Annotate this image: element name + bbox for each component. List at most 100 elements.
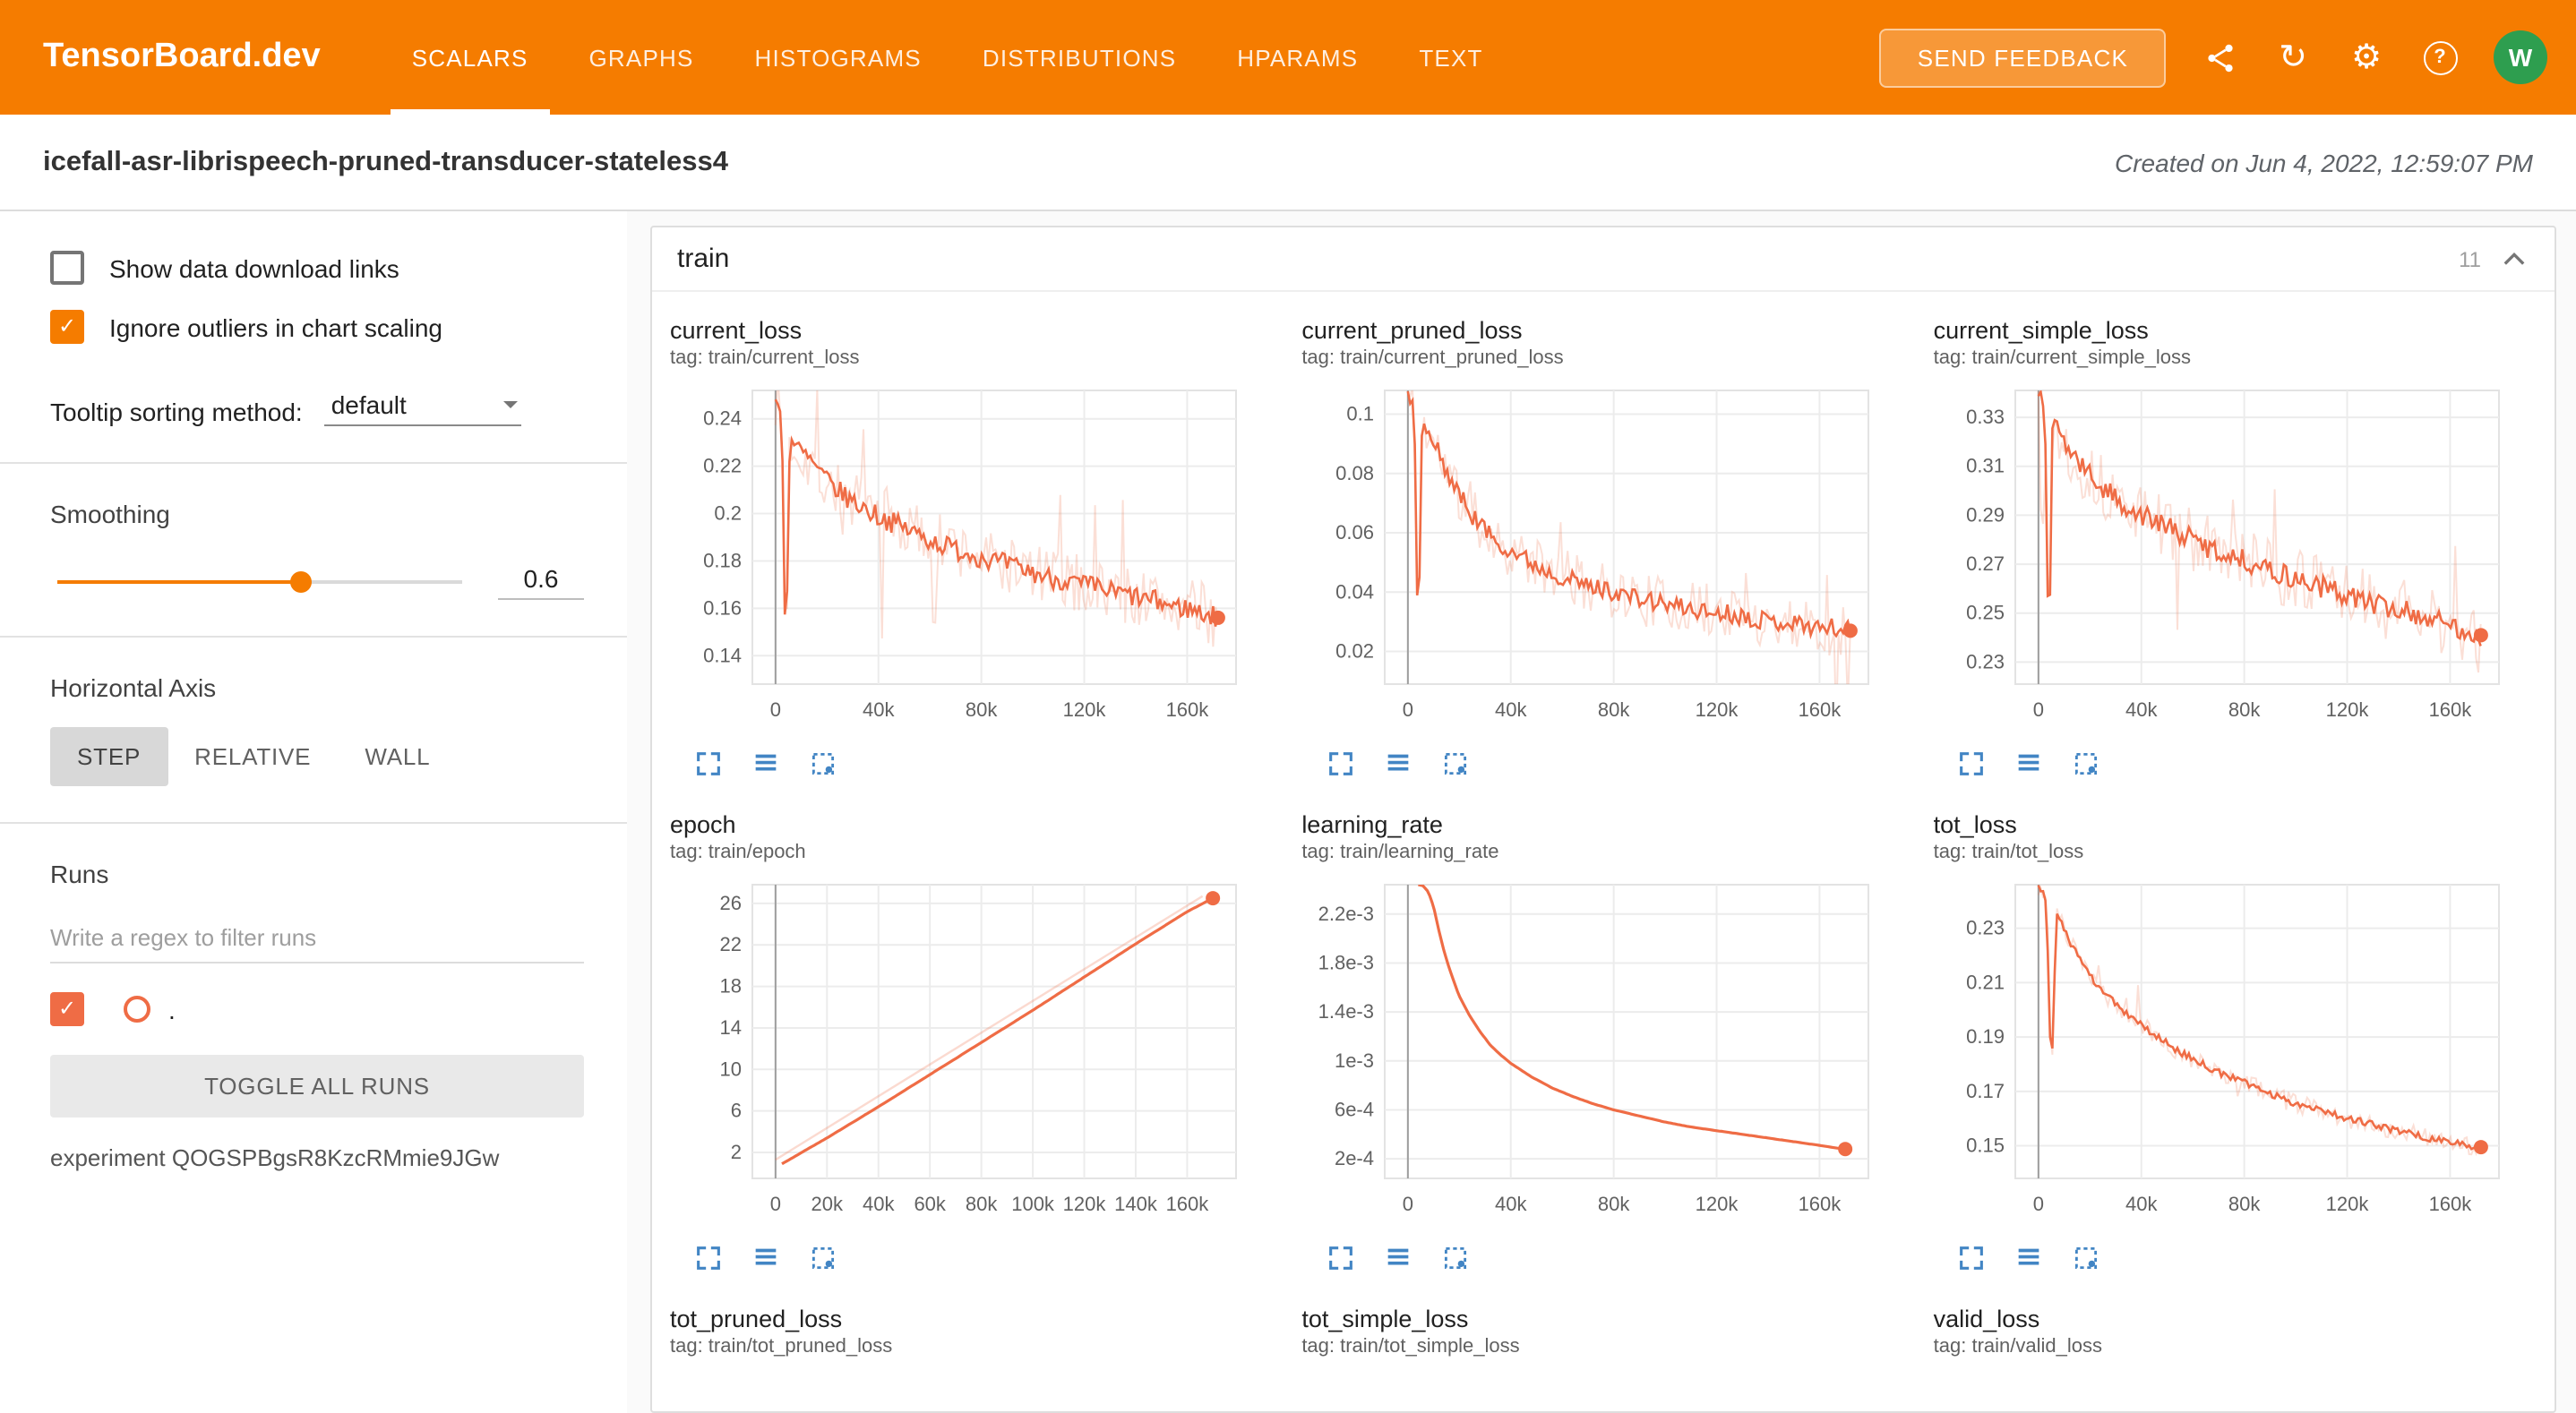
user-avatar[interactable]: W (2494, 30, 2547, 84)
chart-card: learning_rate tag: train/learning_rate 2e-… (1301, 811, 1908, 1280)
svg-text:0.25: 0.25 (1967, 602, 2005, 624)
ignore-outliers-checkbox-row[interactable]: ✓ Ignore outliers in chart scaling (50, 310, 584, 344)
train-card-header[interactable]: train 11 (652, 227, 2555, 292)
experiment-header: icefall-asr-librispeech-pruned-transduce… (0, 115, 2576, 211)
svg-text:40k: 40k (1494, 1193, 1526, 1215)
chart-tag: tag: train/valid_loss (1933, 1336, 2102, 1357)
chart-title: epoch (670, 811, 736, 838)
svg-text:0.23: 0.23 (1967, 917, 2005, 939)
svg-text:1e-3: 1e-3 (1334, 1049, 1373, 1072)
fit-domain-icon[interactable] (2072, 749, 2102, 779)
smoothing-slider[interactable] (57, 571, 462, 593)
smoothing-slider-row: 0.6 (50, 564, 584, 600)
chart-card: current_loss tag: train/current_loss 0.14 0… (670, 317, 1276, 786)
svg-text:0.21: 0.21 (1967, 971, 2005, 993)
chart-toolbar (1934, 740, 2540, 786)
tab-scalars[interactable]: SCALARS (382, 0, 559, 115)
tab-graphs[interactable]: GRAPHS (588, 44, 694, 71)
expand-chart-icon[interactable] (1957, 749, 1988, 779)
smoothing-slider-thumb[interactable] (289, 571, 312, 593)
line-chart-plot[interactable]: 0.14 0.16 0.18 0.2 0.22 0.24 0 40k 80k 120k 160k (670, 376, 1276, 740)
data-table-icon[interactable] (2014, 1243, 2045, 1273)
line-chart-plot[interactable]: 0.15 0.17 0.19 0.21 0.23 0 40k 80k 120k 160k (1934, 870, 2540, 1234)
line-chart-plot[interactable]: 0.23 0.25 0.27 0.29 0.31 0.33 0 40k 80k 120k 160k (1934, 376, 2540, 740)
chart-card: valid_loss tag: train/valid_loss (1934, 1306, 2540, 1365)
svg-text:0.08: 0.08 (1335, 462, 1373, 484)
axis-wall-button[interactable]: WALL (365, 743, 431, 770)
chart-title: tot_loss (1933, 811, 2017, 838)
run-row[interactable]: ✓ . (50, 992, 584, 1026)
refresh-icon[interactable]: ↻ (2279, 37, 2307, 76)
tab-histograms[interactable]: HISTOGRAMS (754, 44, 922, 71)
fit-domain-icon[interactable] (808, 1243, 838, 1273)
data-table-icon[interactable] (751, 749, 781, 779)
svg-text:160k: 160k (1166, 698, 1210, 721)
svg-text:120k: 120k (1695, 698, 1739, 721)
run-color-swatch-icon (124, 996, 150, 1023)
fit-domain-icon[interactable] (1439, 1243, 1470, 1273)
data-table-icon[interactable] (2014, 749, 2045, 779)
chart-card: epoch tag: train/epoch 2 6 10 14 18 22 26 0 20k 40k… (670, 811, 1276, 1280)
svg-text:80k: 80k (2229, 698, 2262, 721)
svg-text:40k: 40k (863, 698, 895, 721)
expand-chart-icon[interactable] (693, 749, 724, 779)
send-feedback-button[interactable]: SEND FEEDBACK (1879, 28, 2166, 87)
svg-text:0.1: 0.1 (1346, 403, 1374, 425)
fit-domain-icon[interactable] (808, 749, 838, 779)
line-chart-plot[interactable]: 2 6 10 14 18 22 26 0 20k 40k 60k 80k 100k 120k 140k 160… (670, 870, 1276, 1234)
chevron-up-icon[interactable] (2499, 247, 2529, 270)
chart-tag: tag: train/current_simple_loss (1933, 347, 2192, 369)
share-icon[interactable] (2200, 38, 2239, 77)
checkbox-checked-icon[interactable]: ✓ (50, 310, 84, 344)
svg-text:160k: 160k (2429, 1193, 2473, 1215)
expand-chart-icon[interactable] (1325, 749, 1355, 779)
data-table-icon[interactable] (1382, 749, 1413, 779)
svg-text:14: 14 (720, 1016, 742, 1039)
axis-relative-button[interactable]: RELATIVE (194, 743, 312, 770)
created-timestamp: Created on Jun 4, 2022, 12:59:07 PM (2115, 148, 2533, 176)
line-chart-plot[interactable]: 2e-4 6e-4 1e-3 1.4e-3 1.8e-3 2.2e-3 0 40k 80k 120… (1301, 870, 1908, 1234)
line-chart-plot[interactable]: 0.02 0.04 0.06 0.08 0.1 0 40k 80k 120k 160k (1301, 376, 1908, 740)
svg-text:0.19: 0.19 (1967, 1025, 2005, 1048)
fit-domain-icon[interactable] (1439, 749, 1470, 779)
chart-tag: tag: train/current_loss (670, 347, 860, 369)
data-table-icon[interactable] (1382, 1243, 1413, 1273)
tooltip-sorting-select[interactable]: default (323, 387, 521, 426)
tab-hparams[interactable]: HPARAMS (1237, 44, 1359, 71)
svg-text:20k: 20k (811, 1193, 844, 1215)
show-download-links-checkbox-row[interactable]: Show data download links (50, 251, 584, 285)
tab-text[interactable]: TEXT (1419, 44, 1483, 71)
svg-text:120k: 120k (1063, 1193, 1107, 1215)
svg-text:40k: 40k (1494, 698, 1526, 721)
tab-distributions[interactable]: DISTRIBUTIONS (982, 44, 1177, 71)
smoothing-value-input[interactable]: 0.6 (498, 564, 584, 600)
divider (0, 462, 627, 464)
svg-text:160k: 160k (2429, 698, 2473, 721)
svg-text:140k: 140k (1114, 1193, 1158, 1215)
chart-toolbar (1301, 740, 1908, 786)
chart-tag: tag: train/tot_pruned_loss (670, 1336, 893, 1357)
axis-step-button[interactable]: STEP (50, 727, 168, 786)
checkbox-unchecked-icon[interactable] (50, 251, 84, 285)
svg-text:40k: 40k (2126, 698, 2159, 721)
expand-chart-icon[interactable] (693, 1243, 724, 1273)
data-table-icon[interactable] (751, 1243, 781, 1273)
fit-domain-icon[interactable] (2072, 1243, 2102, 1273)
expand-chart-icon[interactable] (1957, 1243, 1988, 1273)
svg-text:80k: 80k (1597, 1193, 1629, 1215)
run-checkbox-checked-icon[interactable]: ✓ (50, 992, 84, 1026)
svg-text:1.8e-3: 1.8e-3 (1318, 951, 1373, 973)
svg-text:0.23: 0.23 (1967, 650, 2005, 672)
expand-chart-icon[interactable] (1325, 1243, 1355, 1273)
svg-text:0.06: 0.06 (1335, 521, 1373, 544)
chart-title: tot_simple_loss (1301, 1306, 1469, 1332)
tooltip-sorting-value: default (331, 390, 407, 419)
run-name-label[interactable]: . (168, 995, 176, 1023)
svg-text:2.2e-3: 2.2e-3 (1318, 903, 1373, 925)
help-icon[interactable]: ? (2420, 38, 2460, 77)
runs-filter-input[interactable] (50, 913, 584, 963)
runs-label: Runs (50, 860, 109, 888)
settings-gear-icon[interactable]: ⚙ (2350, 37, 2383, 76)
toggle-all-runs-button[interactable]: TOGGLE ALL RUNS (50, 1055, 584, 1118)
